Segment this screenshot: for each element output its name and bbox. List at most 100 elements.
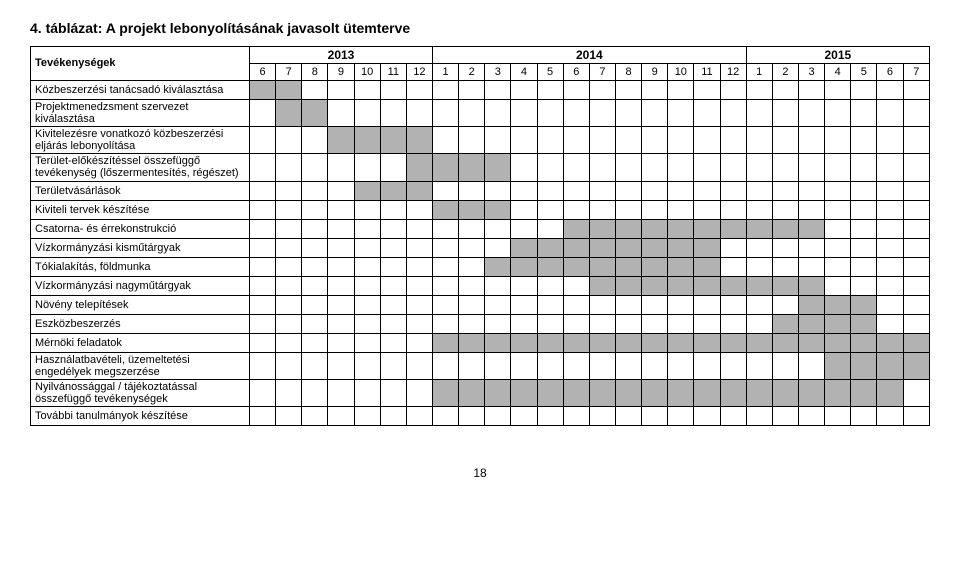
gantt-cell (877, 295, 903, 314)
gantt-cell (511, 81, 537, 100)
gantt-cell (380, 276, 406, 295)
gantt-cell (276, 238, 302, 257)
table-row: Közbeszerzési tanácsadó kiválasztása (31, 81, 930, 100)
gantt-cell (851, 100, 877, 127)
activity-label: Mérnöki feladatok (31, 333, 250, 352)
gantt-cell (354, 352, 380, 379)
gantt-cell (772, 379, 798, 406)
gantt-cell (328, 314, 354, 333)
gantt-cell (302, 238, 328, 257)
gantt-cell (798, 200, 824, 219)
gantt-cell (328, 295, 354, 314)
month-header: 6 (877, 64, 903, 81)
gantt-cell (302, 295, 328, 314)
gantt-cell (615, 238, 641, 257)
month-header: 3 (798, 64, 824, 81)
gantt-cell (903, 81, 929, 100)
gantt-cell (432, 257, 458, 276)
gantt-cell (851, 406, 877, 425)
gantt-cell (798, 238, 824, 257)
gantt-cell (772, 100, 798, 127)
table-row: Kivitelezésre vonatkozó közbeszerzési el… (31, 127, 930, 154)
gantt-cell (615, 314, 641, 333)
gantt-cell (772, 295, 798, 314)
month-header: 1 (746, 64, 772, 81)
gantt-cell (511, 295, 537, 314)
gantt-cell (694, 295, 720, 314)
month-header: 4 (825, 64, 851, 81)
gantt-cell (851, 314, 877, 333)
gantt-cell (511, 379, 537, 406)
gantt-cell (380, 200, 406, 219)
gantt-cell (302, 257, 328, 276)
gantt-cell (563, 181, 589, 200)
activity-label: Vízkormányzási nagyműtárgyak (31, 276, 250, 295)
gantt-cell (406, 200, 432, 219)
gantt-cell (250, 257, 276, 276)
gantt-cell (746, 181, 772, 200)
gantt-cell (380, 333, 406, 352)
gantt-cell (459, 219, 485, 238)
gantt-cell (432, 200, 458, 219)
gantt-cell (746, 352, 772, 379)
gantt-cell (825, 379, 851, 406)
gantt-cell (276, 200, 302, 219)
gantt-cell (276, 127, 302, 154)
month-header: 8 (615, 64, 641, 81)
gantt-cell (406, 333, 432, 352)
gantt-cell (825, 181, 851, 200)
gantt-cell (563, 276, 589, 295)
gantt-cell (302, 181, 328, 200)
gantt-cell (537, 181, 563, 200)
gantt-cell (432, 154, 458, 181)
gantt-cell (537, 314, 563, 333)
gantt-cell (720, 219, 746, 238)
gantt-cell (642, 379, 668, 406)
gantt-cell (354, 181, 380, 200)
gantt-cell (563, 352, 589, 379)
gantt-cell (459, 257, 485, 276)
activity-label: Növény telepítések (31, 295, 250, 314)
gantt-cell (668, 379, 694, 406)
gantt-cell (772, 276, 798, 295)
gantt-cell (825, 238, 851, 257)
gantt-cell (772, 154, 798, 181)
gantt-cell (851, 154, 877, 181)
gantt-cell (459, 181, 485, 200)
gantt-cell (485, 257, 511, 276)
gantt-cell (851, 81, 877, 100)
gantt-cell (851, 127, 877, 154)
gantt-cell (302, 219, 328, 238)
gantt-cell (589, 81, 615, 100)
gantt-cell (354, 379, 380, 406)
page-number: 18 (30, 466, 930, 480)
gantt-cell (668, 81, 694, 100)
gantt-cell (851, 333, 877, 352)
gantt-cell (589, 314, 615, 333)
gantt-cell (746, 295, 772, 314)
gantt-cell (903, 295, 929, 314)
table-row: Kiviteli tervek készítése (31, 200, 930, 219)
gantt-cell (825, 200, 851, 219)
gantt-cell (772, 314, 798, 333)
gantt-cell (851, 219, 877, 238)
gantt-cell (877, 379, 903, 406)
gantt-cell (485, 200, 511, 219)
gantt-cell (537, 406, 563, 425)
gantt-cell (851, 295, 877, 314)
gantt-cell (406, 154, 432, 181)
gantt-cell (563, 257, 589, 276)
gantt-cell (642, 352, 668, 379)
gantt-cell (250, 406, 276, 425)
gantt-cell (668, 257, 694, 276)
year-header: 2014 (432, 47, 746, 64)
gantt-cell (511, 181, 537, 200)
gantt-cell (328, 127, 354, 154)
gantt-cell (851, 181, 877, 200)
gantt-cell (511, 200, 537, 219)
gantt-cell (485, 100, 511, 127)
gantt-cell (276, 219, 302, 238)
gantt-cell (694, 127, 720, 154)
gantt-cell (432, 238, 458, 257)
gantt-cell (380, 379, 406, 406)
